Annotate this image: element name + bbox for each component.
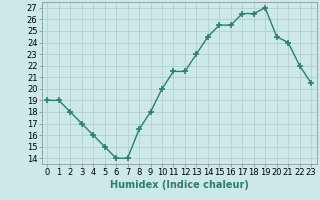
X-axis label: Humidex (Indice chaleur): Humidex (Indice chaleur) [110, 180, 249, 190]
